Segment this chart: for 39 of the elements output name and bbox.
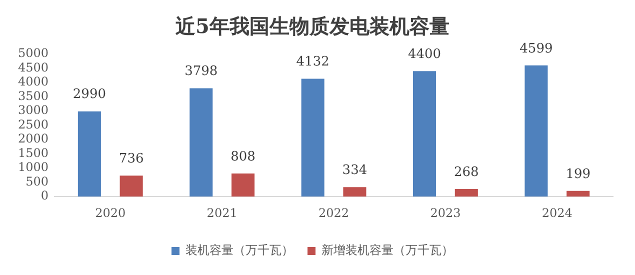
data-label: 808 [230,149,256,164]
data-label: 268 [454,164,479,180]
x-tick-label: 2024 [542,206,573,220]
y-tick-label: 500 [26,174,49,188]
y-tick-label: 2500 [18,117,49,132]
bar [232,174,255,197]
data-label: 199 [566,166,591,182]
x-tick-label: 2022 [318,206,350,220]
bar [190,88,213,197]
y-tick-label: 2000 [18,132,49,146]
data-label: 334 [342,162,368,178]
y-tick-label: 1000 [18,160,49,174]
data-label: 2990 [72,87,106,102]
y-tick-label: 4500 [18,60,49,74]
y-tick-label: 0 [40,188,49,203]
bar [524,65,548,197]
chart-title: 近5年我国生物质发电装机容量 [174,14,450,38]
x-tick-label: 2023 [430,206,461,220]
y-tick-label: 1500 [18,146,49,160]
y-tick-label: 3500 [18,88,49,103]
y-tick-label: 4000 [18,74,49,89]
y-tick-label: 5000 [18,46,49,60]
legend-label: 装机容量（万千瓦） [186,243,294,258]
data-label: 4599 [520,41,553,56]
bar [454,188,478,197]
bar [566,190,590,197]
bar [120,176,143,197]
data-label: 3798 [184,64,218,80]
data-label: 4400 [408,46,442,62]
bar [78,111,101,197]
data-label: 736 [118,151,144,166]
data-label: 4132 [296,54,330,70]
bar [343,187,366,197]
x-tick-label: 2020 [95,206,126,220]
y-tick-label: 3000 [18,103,49,118]
legend-label: 新增装机容量（万千瓦） [322,243,454,258]
bar [301,78,324,197]
bar [413,71,436,197]
x-tick-label: 2021 [206,206,238,220]
